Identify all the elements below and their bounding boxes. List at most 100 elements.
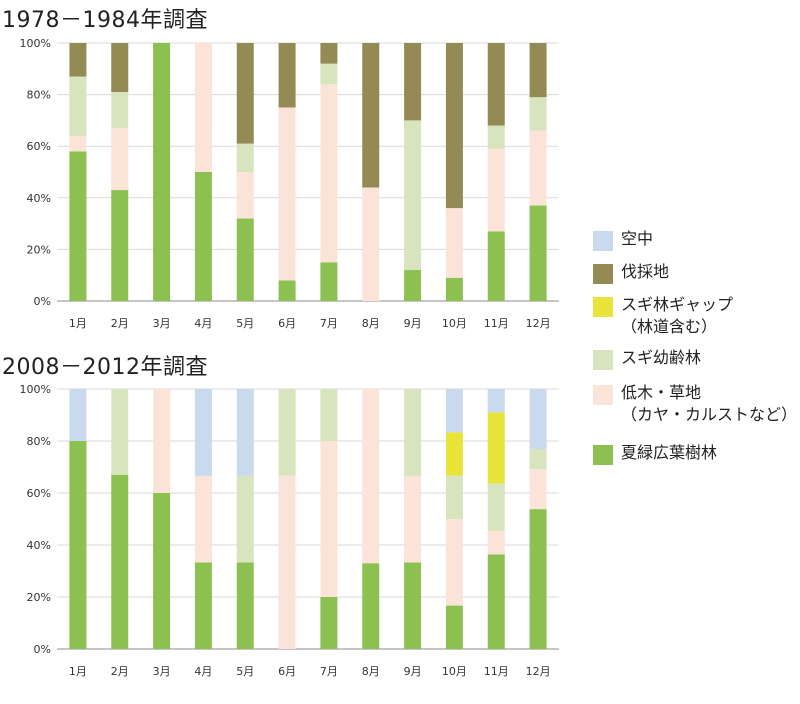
bar-segment-young — [320, 63, 338, 85]
bar-segment-felled — [445, 43, 463, 209]
bar-segment-shrub — [320, 84, 338, 263]
bar-segment-felled — [320, 43, 338, 64]
x-tick-label: 1月 — [69, 317, 87, 330]
bar-segment-deciduous — [153, 43, 171, 301]
bar-segment-felled — [278, 43, 296, 108]
bar-segment-deciduous — [236, 218, 254, 301]
legend-item-air: 空中 — [593, 228, 653, 251]
bar-segment-shrub — [153, 389, 171, 493]
bar-segment-young — [69, 76, 87, 136]
bar-segment-young — [278, 389, 296, 476]
y-tick-label: 40% — [27, 539, 51, 552]
bar-segment-shrub — [194, 43, 212, 172]
x-tick-label: 2月 — [111, 665, 129, 678]
y-tick-label: 40% — [27, 192, 51, 205]
y-tick-label: 80% — [27, 435, 51, 448]
y-tick-label: 0% — [34, 643, 51, 656]
y-tick-label: 0% — [34, 295, 51, 308]
x-tick-label: 7月 — [320, 317, 338, 330]
legend-swatch-air — [593, 231, 613, 251]
bar-segment-shrub — [529, 469, 547, 510]
x-tick-label: 10月 — [442, 317, 467, 330]
legend-item-gap: スギ林ギャップ （林道含む） — [593, 294, 733, 338]
legend-label-felled: 伐採地 — [621, 262, 670, 281]
bar-segment-young — [529, 97, 547, 131]
x-tick-label: 4月 — [194, 665, 212, 678]
bar-segment-deciduous — [404, 562, 422, 649]
bar-segment-deciduous — [278, 280, 296, 301]
x-tick-label: 4月 — [194, 317, 212, 330]
bar-segment-young — [111, 92, 129, 129]
x-tick-label: 7月 — [320, 665, 338, 678]
bar-segment-shrub — [445, 519, 463, 606]
bar-segment-young — [487, 125, 505, 149]
bar-segment-deciduous — [445, 605, 463, 649]
bar-segment-felled — [529, 43, 547, 98]
legend-label-deciduous: 夏緑広葉樹林 — [621, 443, 718, 462]
bar-segment-deciduous — [404, 270, 422, 301]
bar-segment-deciduous — [445, 277, 463, 301]
legend-swatch-deciduous — [593, 445, 613, 465]
x-tick-label: 5月 — [236, 665, 254, 678]
x-tick-label: 3月 — [153, 665, 171, 678]
legend-label-gap: スギ林ギャップ （林道含む） — [621, 295, 734, 336]
bar-segment-shrub — [278, 475, 296, 649]
legend-swatch-young — [593, 350, 613, 370]
bar-segment-deciduous — [236, 562, 254, 649]
bar-segment-gap — [487, 412, 505, 484]
legend-label-air: 空中 — [621, 229, 654, 248]
x-tick-label: 11月 — [484, 317, 509, 330]
y-tick-label: 100% — [20, 383, 51, 396]
x-tick-label: 11月 — [484, 665, 509, 678]
bar-segment-air — [236, 389, 254, 476]
chart-1978-1984: 0% 20% 40% 60% 80% 100% 1月 2月 3月 4月 5月 6月 7月 8月 9月 10月 1… — [20, 37, 559, 330]
bar-segment-young — [111, 389, 129, 475]
bar-segment-felled — [362, 43, 380, 188]
legend-item-felled: 伐採地 — [593, 261, 669, 284]
y-tick-label: 100% — [20, 37, 51, 50]
bar-segment-shrub — [487, 530, 505, 555]
bar-segment-shrub — [236, 172, 254, 219]
bar-segment-shrub — [529, 130, 547, 206]
bar-segment-gap — [445, 432, 463, 476]
bar-segment-shrub — [111, 128, 129, 191]
x-tick-label: 6月 — [278, 317, 296, 330]
bar-segment-air — [194, 389, 212, 476]
x-tick-label: 5月 — [236, 317, 254, 330]
bar-segment-young — [236, 143, 254, 172]
chart-title-2008-2012: 2008－2012年調査 — [2, 355, 208, 380]
bar-segment-deciduous — [529, 205, 547, 301]
bar-segment-shrub — [69, 135, 87, 152]
bar-segment-young — [529, 449, 547, 470]
y-tick-label: 20% — [27, 243, 51, 256]
bar-segment-felled — [404, 43, 422, 121]
x-tick-label: 8月 — [362, 317, 380, 330]
bar-segment-young — [320, 389, 338, 441]
bar-segment-shrub — [362, 187, 380, 301]
bar-segment-shrub — [320, 441, 338, 597]
x-tick-label: 9月 — [404, 317, 422, 330]
legend-swatch-gap — [593, 297, 613, 317]
x-tick-label: 6月 — [278, 665, 296, 678]
bar-segment-deciduous — [362, 563, 380, 649]
bar-segment-young — [404, 120, 422, 271]
bar-segment-shrub — [404, 475, 422, 563]
legend-swatch-felled — [593, 264, 613, 284]
bar-segment-felled — [69, 43, 87, 77]
x-tick-label: 12月 — [526, 665, 551, 678]
x-tick-label: 2月 — [111, 317, 129, 330]
legend-swatch-shrub — [593, 385, 613, 405]
bar-segment-shrub — [445, 208, 463, 278]
x-tick-label: 1月 — [69, 665, 87, 678]
y-tick-label: 60% — [27, 487, 51, 500]
y-tick-label: 20% — [27, 591, 51, 604]
x-tick-label: 3月 — [153, 317, 171, 330]
bar-segment-deciduous — [194, 562, 212, 649]
legend-item-deciduous: 夏緑広葉樹林 — [593, 442, 717, 465]
legend-item-young: スギ幼齢林 — [593, 347, 701, 370]
bar-segment-young — [236, 475, 254, 563]
bar-segment-deciduous — [153, 493, 171, 649]
x-tick-label: 12月 — [526, 317, 551, 330]
bar-segment-shrub — [278, 107, 296, 281]
